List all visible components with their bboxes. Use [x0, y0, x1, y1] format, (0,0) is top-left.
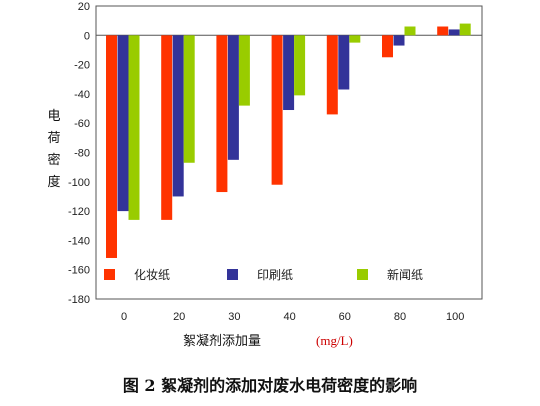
- x-axis-unit: (mg/L): [316, 333, 353, 348]
- bar: [326, 35, 338, 115]
- legend: 化妆纸 印刷纸 新闻纸: [104, 267, 423, 282]
- x-tick-label: 60: [339, 311, 351, 323]
- legend-swatch: [104, 269, 115, 280]
- bar: [227, 35, 239, 160]
- y-axis-title-char: 度: [47, 174, 60, 190]
- bar: [183, 35, 195, 163]
- legend-swatch: [357, 269, 368, 280]
- y-tick-label: -120: [68, 206, 90, 218]
- bar: [437, 26, 449, 36]
- bar-marks: [106, 23, 471, 258]
- bar: [448, 29, 460, 36]
- y-axis-title-char: 荷: [47, 131, 60, 146]
- y-tick-label: -100: [68, 177, 90, 189]
- bar: [172, 35, 184, 197]
- x-tick-label: 80: [394, 311, 406, 323]
- legend-label: 化妆纸: [134, 268, 170, 282]
- bar: [283, 35, 295, 111]
- x-tick-label: 0: [121, 311, 127, 323]
- y-axis-title-char: 密: [47, 152, 60, 168]
- bar: [393, 35, 405, 46]
- y-tick-label: -40: [74, 89, 90, 101]
- y-tick-label: 0: [84, 30, 90, 42]
- y-tick-label: -140: [68, 235, 90, 247]
- y-tick-label: -60: [74, 118, 90, 130]
- x-tick-label: 20: [173, 311, 185, 323]
- x-tick-label: 100: [446, 311, 464, 323]
- x-axis-title: 絮凝剂添加量: [183, 333, 261, 349]
- legend-swatch: [227, 269, 238, 280]
- plot-frame: [95, 5, 483, 300]
- bar: [238, 35, 250, 106]
- y-axis-title: 电荷密度: [47, 109, 60, 190]
- bar: [459, 23, 471, 36]
- bar: [106, 35, 117, 258]
- bar: [294, 35, 306, 96]
- y-tick-label: 20: [78, 1, 90, 13]
- x-tick-labels: 0 20 30 40 60 80 100: [121, 311, 464, 323]
- figure-caption: 图 2 絮凝剂的添加对废水电荷密度的影响: [122, 376, 418, 395]
- bar: [382, 35, 393, 58]
- bar: [271, 35, 283, 185]
- y-tick-label: -20: [74, 60, 90, 72]
- bar: [161, 35, 173, 220]
- legend-label: 新闻纸: [387, 267, 423, 282]
- bar: [128, 35, 140, 220]
- y-tick-labels: 20 0 -20 -40 -60 -80 -100 -120 -140 -160 -180: [68, 1, 90, 306]
- x-tick-label: 30: [228, 311, 240, 323]
- y-tick-label: -160: [68, 265, 90, 277]
- bar: [338, 35, 350, 90]
- x-tick-label: 40: [283, 311, 295, 323]
- y-tick-label: -180: [68, 294, 90, 306]
- y-axis-title-char: 电: [47, 109, 60, 124]
- legend-label: 印刷纸: [257, 268, 293, 282]
- bar: [216, 35, 228, 193]
- bar: [349, 35, 361, 43]
- bar: [404, 26, 416, 36]
- bar: [117, 35, 129, 212]
- y-tick-label: -80: [74, 148, 90, 160]
